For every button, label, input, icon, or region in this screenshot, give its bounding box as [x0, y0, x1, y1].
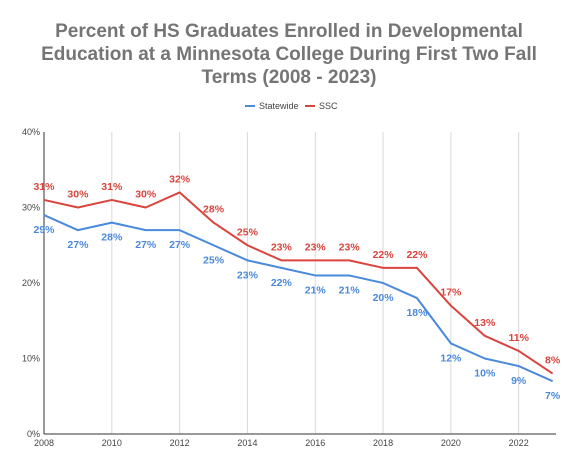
x-tick-label: 2020	[441, 438, 461, 448]
chart-title-line-3: Terms (2008 - 2023)	[201, 67, 377, 88]
x-tick-label: 2012	[170, 438, 190, 448]
data-label: 21%	[339, 284, 361, 296]
series-line-statewide	[43, 214, 554, 383]
x-tick-label: 2022	[509, 438, 529, 448]
x-tick-label: 2014	[237, 438, 257, 448]
series-layer	[43, 191, 554, 383]
data-label: 23%	[237, 269, 259, 281]
data-label: 23%	[339, 241, 361, 253]
data-label: 13%	[474, 317, 496, 329]
data-label: 21%	[305, 284, 327, 296]
data-label-layer: 29% 27% 28% 27% 27% 25% 23% 22% 21% 21% 20% 18% 12% 1…	[33, 173, 560, 402]
data-label: 22%	[271, 277, 293, 289]
grid-lines	[111, 132, 520, 434]
data-label: 11%	[508, 332, 529, 344]
legend-label: SSC	[319, 101, 338, 111]
data-label: 28%	[203, 204, 225, 216]
x-tick-label: 2010	[102, 438, 122, 448]
data-label: 22%	[373, 249, 395, 261]
data-label: 25%	[237, 226, 259, 238]
data-label: 32%	[169, 173, 191, 185]
y-tick-label: 40%	[22, 127, 40, 137]
data-label: 22%	[406, 249, 428, 261]
data-label: 9%	[511, 375, 527, 387]
series-line-ssc	[43, 191, 554, 375]
data-label: 31%	[33, 181, 55, 193]
chart-title-line-1: Percent of HS Graduates Enrolled in Deve…	[55, 21, 523, 42]
data-label: 18%	[406, 307, 428, 319]
data-label: 30%	[135, 189, 157, 201]
data-label: 8%	[545, 355, 561, 367]
data-label: 23%	[271, 241, 293, 253]
data-label: 27%	[135, 239, 157, 251]
x-tick-label: 2016	[305, 438, 325, 448]
data-label: 12%	[440, 352, 462, 364]
axes: 2008 2010 2012 2014 2016 2018 2020 2022 0% 10% 20%…	[22, 127, 556, 448]
chart-title-line-2: Education at a Minnesota College During …	[41, 44, 537, 65]
legend: Statewide SSC	[245, 101, 338, 111]
x-tick-label: 2008	[34, 438, 54, 448]
data-label: 30%	[67, 189, 89, 201]
data-label: 7%	[545, 390, 561, 402]
data-label: 20%	[373, 292, 395, 304]
y-tick-label: 20%	[22, 278, 40, 288]
chart-title: Percent of HS Graduates Enrolled in Deve…	[0, 20, 578, 89]
x-tick-label: 2018	[373, 438, 393, 448]
data-label: 10%	[474, 368, 496, 380]
data-label: 29%	[33, 224, 55, 236]
data-label: 28%	[101, 232, 123, 244]
data-label: 27%	[169, 239, 191, 251]
legend-label: Statewide	[259, 101, 299, 111]
data-label: 27%	[67, 239, 89, 251]
y-tick-label: 10%	[22, 354, 40, 364]
data-label: 25%	[203, 254, 225, 266]
data-label: 17%	[440, 287, 462, 299]
data-label: 23%	[305, 241, 327, 253]
y-tick-label: 30%	[22, 203, 40, 213]
data-label: 31%	[101, 181, 123, 193]
y-tick-label: 0%	[27, 429, 40, 439]
